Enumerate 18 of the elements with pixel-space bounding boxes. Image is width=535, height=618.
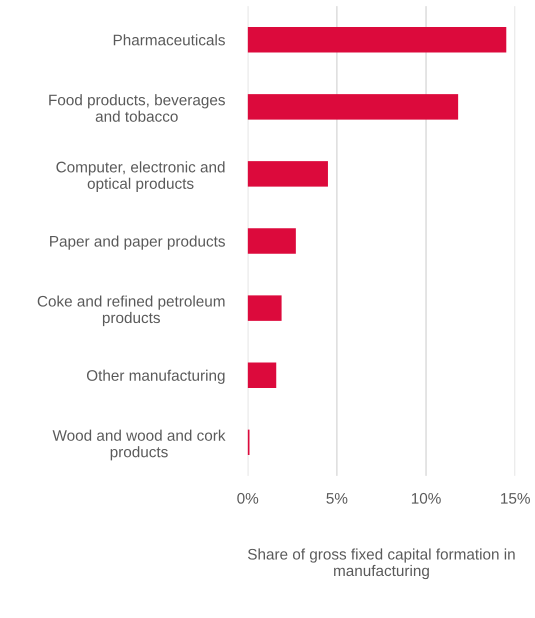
y-tick-label: Food products, beverages and tobacco: [49, 94, 225, 122]
y-tick-label: Computer, electronic and optical products: [56, 161, 225, 192]
x-tick-label: 10%: [412, 492, 441, 504]
x-axis-title: Share of gross fixed capital formation in manufacturing: [248, 548, 515, 580]
y-tick-label: Pharmaceuticals: [114, 34, 225, 46]
x-tick-label: 15%: [501, 492, 530, 504]
bar: [248, 26, 506, 52]
y-tick-label: Other manufacturing: [86, 370, 225, 384]
x-tick-label: 5%: [326, 492, 348, 504]
bar: [248, 94, 458, 120]
y-tick-label: Wood and wood and cork products: [52, 430, 226, 460]
bar: [248, 362, 276, 388]
y-tick-label: Coke and refined petroleum products: [38, 295, 224, 326]
bar: [248, 161, 328, 187]
bar: [248, 228, 296, 254]
x-tick-label: 0%: [237, 492, 258, 504]
bar: [248, 295, 282, 321]
y-tick-label: Paper and paper products: [50, 235, 225, 250]
